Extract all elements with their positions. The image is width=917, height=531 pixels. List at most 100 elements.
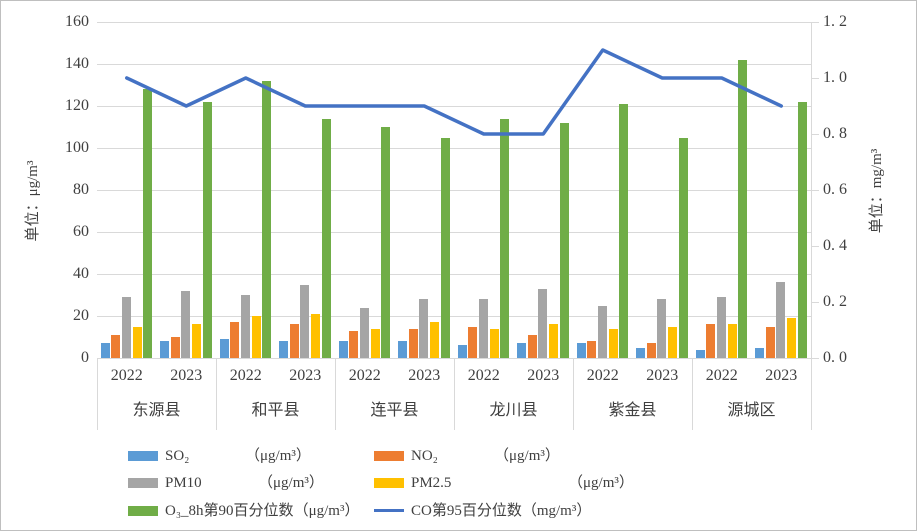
no2-bar: [289, 324, 299, 358]
so2-bar: [755, 347, 764, 358]
right-axis-tickmark: [811, 301, 819, 303]
year-label: 2023: [170, 367, 203, 384]
right-axis-tick: 0. 6: [823, 181, 847, 198]
pm10-bar: [121, 297, 131, 358]
pm25-bar: [311, 313, 321, 358]
so2-bar: [695, 349, 705, 358]
legend-item-no2: NO₂ （μg/m³）: [374, 445, 560, 465]
no2-bar: [468, 326, 478, 358]
left-axis-tick: 80: [73, 181, 89, 198]
pm25-bar: [608, 328, 618, 358]
right-axis-tick: 0. 4: [823, 237, 847, 254]
category-separator: [692, 358, 693, 430]
year-label: 2022: [467, 367, 500, 384]
pm10-bar: [657, 299, 667, 358]
gridline: [97, 21, 811, 23]
left-axis-tick: 0: [81, 349, 89, 366]
so2-bar: [279, 341, 288, 358]
legend-label-no2: NO₂: [411, 447, 438, 464]
category-separator: [573, 358, 574, 430]
legend-label-o3: O₃_8h第90百分位数: [165, 502, 294, 519]
county-label: 龙川县: [489, 402, 538, 419]
pm10-bar: [300, 284, 310, 358]
o3-bar: [381, 127, 391, 358]
pm25-bar: [549, 324, 559, 358]
so2-bar: [219, 339, 229, 358]
legend-label-so2: SO₂: [165, 447, 190, 464]
o3-swatch: [128, 505, 158, 516]
gridline: [97, 63, 811, 65]
so2-bar: [160, 341, 169, 358]
category-separator: [811, 358, 812, 430]
legend-item-o3: O₃_8h第90百分位数（μg/m³）: [128, 500, 359, 520]
so2-bar: [636, 347, 645, 358]
so2-swatch: [128, 450, 158, 461]
legend-label-co: CO第95百分位数: [411, 502, 522, 519]
no2-bar: [765, 326, 775, 358]
legend-unit-co: （mg/m³）: [521, 502, 592, 519]
gridline: [97, 273, 811, 275]
pm10-bar: [538, 288, 548, 358]
o3-bar: [500, 118, 510, 358]
co-line: [125, 48, 783, 136]
so2-bar: [398, 341, 407, 358]
right-axis-tickmark: [811, 245, 819, 247]
gridline: [97, 105, 811, 107]
left-axis-tick: 100: [65, 139, 89, 156]
year-label: 2023: [289, 367, 322, 384]
right-axis-tick: 0. 8: [823, 125, 847, 142]
gridline: [97, 147, 811, 149]
so2-bar: [517, 343, 526, 358]
year-label: 2022: [586, 367, 619, 384]
no2-bar: [170, 337, 180, 358]
left-axis-tick: 20: [73, 307, 89, 324]
co-line-layer: [125, 48, 783, 136]
o3-bar: [738, 59, 748, 358]
plot-area: [97, 21, 811, 359]
county-label: 东源县: [132, 402, 181, 419]
pm25-bar: [489, 328, 499, 358]
so2-bar: [338, 341, 348, 358]
no2-bar: [646, 343, 656, 358]
left-axis-tick: 120: [65, 97, 89, 114]
left-axis-tick: 160: [65, 13, 89, 30]
right-axis-line: [811, 22, 812, 359]
o3-bar: [678, 137, 688, 358]
year-label: 2022: [705, 367, 738, 384]
legend-unit-so2: （μg/m³）: [245, 447, 311, 464]
no2-bar: [408, 328, 418, 358]
pm10-bar: [597, 305, 607, 358]
o3-bar: [202, 101, 212, 358]
right-axis-tickmark: [811, 21, 819, 23]
right-axis-tick: 0. 2: [823, 293, 847, 310]
category-separator: [454, 358, 455, 430]
right-axis-tick: 1. 2: [823, 13, 847, 30]
pm10-swatch: [128, 477, 158, 488]
pm10-bar: [359, 307, 369, 358]
legend-unit-no2: （μg/m³）: [494, 447, 560, 464]
right-axis-tickmark: [811, 77, 819, 79]
co-line-swatch: [374, 509, 404, 513]
legend-unit-o3: （μg/m³）: [293, 502, 360, 519]
left-axis-tick: 140: [65, 55, 89, 72]
category-separator: [97, 358, 98, 430]
year-label: 2023: [765, 367, 798, 384]
year-label: 2022: [110, 367, 143, 384]
pm25-bar: [787, 318, 797, 358]
county-label: 紫金县: [608, 402, 657, 419]
pm25-bar: [251, 316, 261, 358]
pm25-bar: [727, 324, 737, 358]
legend-label-pm25: PM2.5: [411, 474, 452, 491]
category-separator: [335, 358, 336, 430]
legend-item-pm10: PM10 （μg/m³）: [128, 472, 324, 492]
o3-bar: [143, 89, 153, 358]
no2-bar: [230, 322, 240, 358]
legend-label-pm10: PM10: [165, 474, 202, 491]
no2-bar: [706, 324, 716, 358]
year-label: 2023: [408, 367, 441, 384]
gridline: [97, 189, 811, 191]
pm10-bar: [240, 295, 250, 358]
county-label: 连平县: [370, 402, 419, 419]
o3-bar: [559, 122, 569, 358]
left-axis-tick: 40: [73, 265, 89, 282]
